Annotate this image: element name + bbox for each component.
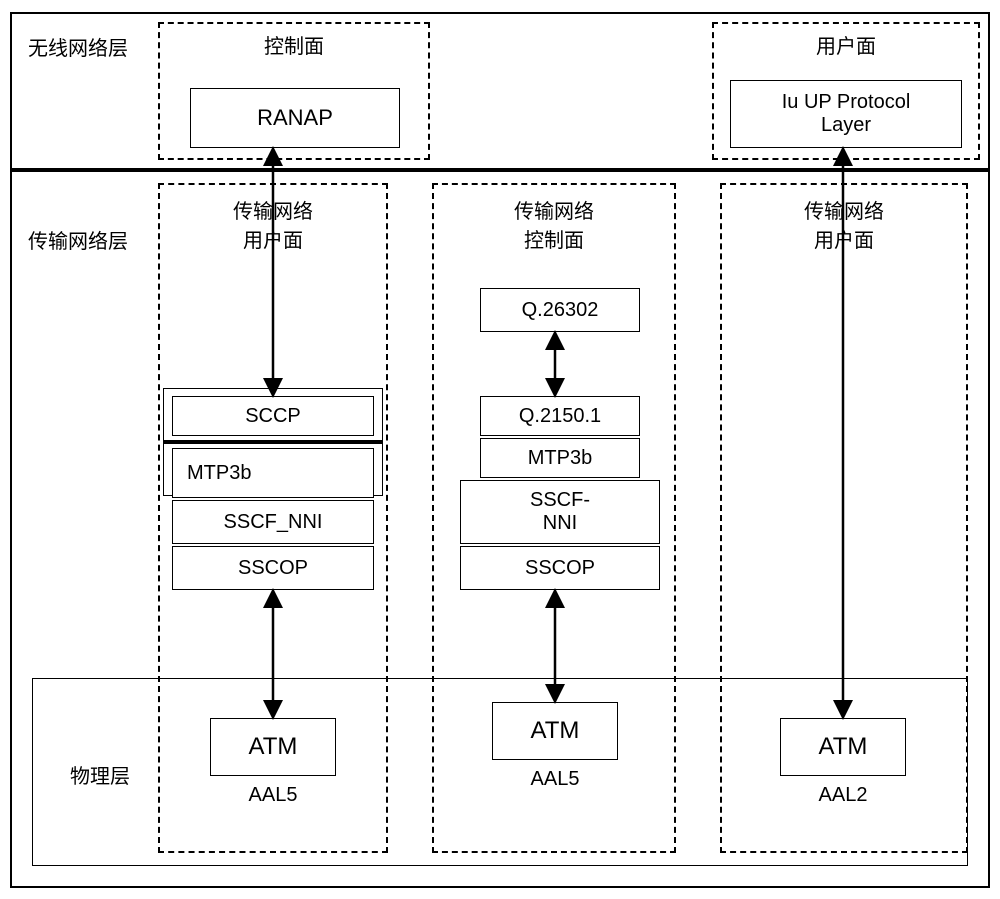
sccp-box: SCCP: [172, 396, 374, 436]
tn-user-plane-right-title: 传输网络 用户面: [720, 195, 968, 253]
tn-user-plane-left-title: 传输网络 用户面: [158, 195, 388, 253]
atm-right-box: ATM: [780, 718, 906, 776]
tn-control-plane-title: 传输网络 控制面: [432, 195, 676, 253]
aal5-left-label: AAL5: [210, 784, 336, 807]
q26302-box: Q.26302: [480, 288, 640, 332]
aal5-center-label: AAL5: [492, 768, 618, 791]
physical-layer-label: 物理层: [55, 760, 145, 789]
radio-layer-label: 无线网络层: [18, 32, 138, 61]
transport-layer-label: 传输网络层: [18, 225, 138, 254]
control-plane-title: 控制面: [158, 30, 430, 59]
sscop-center-box: SSCOP: [460, 546, 660, 590]
sscop-left-box: SSCOP: [172, 546, 374, 590]
sscf-nni-center-box: SSCF- NNI: [460, 480, 660, 544]
ranap-box: RANAP: [190, 88, 400, 148]
aal2-right-label: AAL2: [780, 784, 906, 807]
atm-center-box: ATM: [492, 702, 618, 760]
user-plane-title: 用户面: [712, 30, 980, 59]
iuup-box: Iu UP Protocol Layer: [730, 80, 962, 148]
mtp3b-center-box: MTP3b: [480, 438, 640, 478]
thick-separator: [164, 440, 382, 444]
q21501-box: Q.2150.1: [480, 396, 640, 436]
mtp3b-left-box: MTP3b: [172, 448, 374, 498]
sscf-nni-left-box: SSCF_NNI: [172, 500, 374, 544]
atm-left-box: ATM: [210, 718, 336, 776]
